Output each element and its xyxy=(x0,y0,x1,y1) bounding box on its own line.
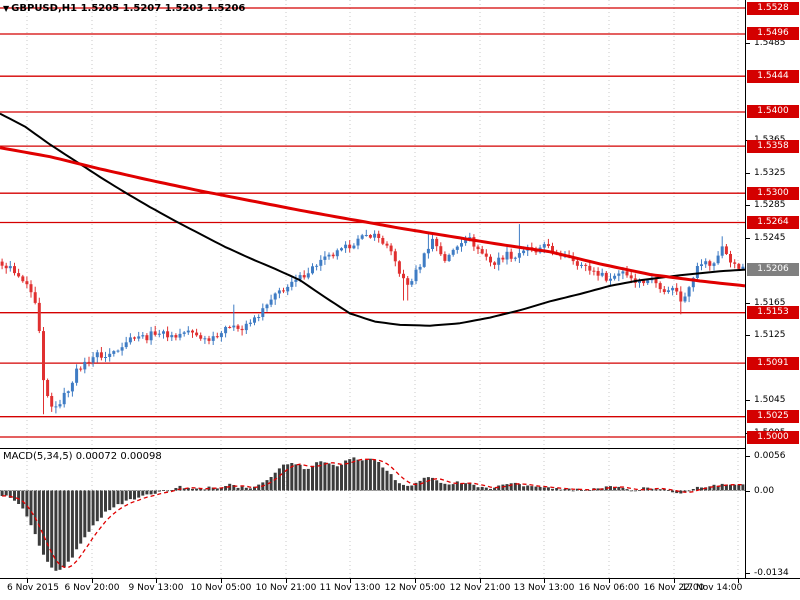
candles-layer xyxy=(0,224,745,415)
price-tick xyxy=(746,303,750,304)
macd-panel[interactable]: MACD(5,34,5) 0.00072 0.00098 xyxy=(0,449,745,578)
macd-indicator-label: MACD(5,34,5) 0.00072 0.00098 xyxy=(3,451,162,462)
sr-price-badge: 1.5528 xyxy=(747,2,799,15)
grid-layer xyxy=(26,0,739,448)
sr-price-badge: 1.5358 xyxy=(747,140,799,153)
chart-dropdown-icon[interactable]: ▼ xyxy=(3,4,10,13)
time-axis-label: 6 Nov 2015 xyxy=(7,583,59,593)
macd-tick xyxy=(746,573,750,574)
price-tick xyxy=(746,238,750,239)
macd-tick-label: 0.00 xyxy=(754,486,775,496)
time-tick xyxy=(350,579,351,583)
axis-separator-line xyxy=(745,0,746,578)
time-tick xyxy=(92,579,93,583)
sr-price-badge: 1.5444 xyxy=(747,70,799,83)
macd-name: MACD(5,34,5) xyxy=(3,451,73,462)
time-axis-label: 12 Nov 05:00 xyxy=(384,583,446,593)
price-chart-area[interactable]: ▼ GBPUSD,H1 1.5205 1.5207 1.5203 1.5206 xyxy=(0,0,745,448)
price-tick xyxy=(746,173,750,174)
price-tick-label: 1.5245 xyxy=(754,233,786,243)
time-axis-label: 16 Nov 22:00 xyxy=(643,583,705,593)
price-tick-label: 1.5325 xyxy=(754,168,786,178)
macd-tick xyxy=(746,491,750,492)
time-axis[interactable]: 6 Nov 2015 6 Nov 20:00 9 Nov 13:00 10 Nov 0… xyxy=(0,579,800,600)
time-axis-label: 12 Nov 21:00 xyxy=(449,583,511,593)
price-axis[interactable]: 1.54851.53651.53251.52851.52451.51651.51… xyxy=(746,0,800,578)
time-axis-label: 17 Nov 14:00 xyxy=(681,583,743,593)
red-ma-line xyxy=(0,146,745,288)
macd-chart[interactable] xyxy=(0,449,745,578)
time-axis-label: 10 Nov 05:00 xyxy=(190,583,252,593)
sr-price-badge: 1.5025 xyxy=(747,410,799,423)
time-axis-separator-line xyxy=(0,578,800,579)
macd-tick-label: 0.0056 xyxy=(754,451,786,461)
price-tick xyxy=(746,335,750,336)
time-tick xyxy=(221,579,222,583)
sr-price-badge: 1.5264 xyxy=(747,216,799,229)
price-tick-label: 1.5045 xyxy=(754,395,786,405)
time-tick xyxy=(156,579,157,583)
black-ma-line xyxy=(0,112,745,327)
price-tick xyxy=(746,205,750,206)
sr-price-badge: 1.5400 xyxy=(747,105,799,118)
time-axis-label: 9 Nov 13:00 xyxy=(128,583,184,593)
time-tick xyxy=(480,579,481,583)
price-tick xyxy=(746,43,750,44)
sr-price-badge: 1.5000 xyxy=(747,431,799,444)
sr-price-badge: 1.5496 xyxy=(747,27,799,40)
time-tick xyxy=(674,579,675,583)
time-tick xyxy=(738,579,739,583)
macd-value-signal: 0.00098 xyxy=(120,451,162,462)
ohlc-values: 1.5205 1.5207 1.5203 1.5206 xyxy=(80,3,246,14)
price-tick-label: 1.5485 xyxy=(754,38,786,48)
time-tick xyxy=(286,579,287,583)
time-axis-label: 6 Nov 20:00 xyxy=(64,583,120,593)
price-tick-label: 1.5125 xyxy=(754,330,786,340)
price-tick-label: 1.5285 xyxy=(754,200,786,210)
time-axis-label: 11 Nov 13:00 xyxy=(319,583,381,593)
time-axis-label: 10 Nov 21:00 xyxy=(255,583,317,593)
symbol-label: GBPUSD,H1 xyxy=(11,3,78,14)
macd-tick xyxy=(746,456,750,457)
macd-histogram xyxy=(0,457,745,571)
sr-price-badge: 1.5153 xyxy=(747,306,799,319)
price-tick xyxy=(746,400,750,401)
macd-signal-line xyxy=(2,458,743,569)
time-axis-label: 13 Nov 13:00 xyxy=(513,583,575,593)
time-axis-label: 16 Nov 06:00 xyxy=(578,583,640,593)
symbol-ohlc-label: ▼ GBPUSD,H1 1.5205 1.5207 1.5203 1.5206 xyxy=(3,3,245,14)
price-tick-label: 1.5165 xyxy=(754,298,786,308)
time-tick xyxy=(27,579,28,583)
sr-price-badge: 1.5091 xyxy=(747,357,799,370)
current-price-badge: 1.5206 xyxy=(747,263,799,276)
support-resistance-lines xyxy=(0,7,745,438)
time-tick xyxy=(415,579,416,583)
time-tick xyxy=(609,579,610,583)
panel-divider[interactable] xyxy=(0,448,800,449)
macd-tick-label: -0.0134 xyxy=(754,568,789,578)
time-tick xyxy=(544,579,545,583)
sr-price-badge: 1.5300 xyxy=(747,187,799,200)
macd-value-main: 0.00072 xyxy=(75,451,118,462)
candlestick-chart[interactable] xyxy=(0,0,745,448)
